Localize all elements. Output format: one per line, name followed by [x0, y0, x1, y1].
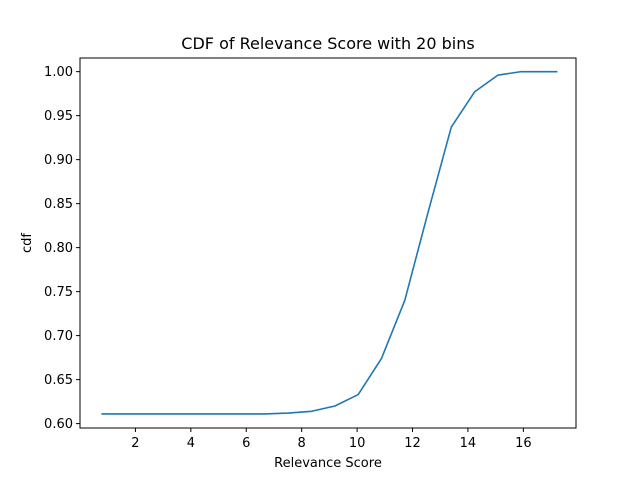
chart-title: CDF of Relevance Score with 20 bins — [181, 34, 474, 53]
y-tick-label: 0.70 — [44, 329, 73, 344]
x-tick-label: 4 — [187, 436, 195, 451]
x-axis-label: Relevance Score — [274, 456, 382, 471]
y-axis: 0.60 0.65 0.70 0.75 0.80 0.85 0.90 0.95 1.00 — [44, 65, 80, 432]
x-tick-label: 8 — [298, 436, 306, 451]
y-tick-label: 0.60 — [44, 417, 73, 432]
plot-area — [79, 57, 577, 429]
y-tick-label: 0.80 — [44, 241, 73, 256]
cdf-line — [101, 70, 558, 415]
y-tick-label: 0.85 — [44, 197, 73, 212]
y-tick-label: 1.00 — [44, 65, 73, 80]
series-layer — [101, 70, 558, 415]
y-tick-label: 0.90 — [44, 153, 73, 168]
y-axis-label: cdf — [20, 233, 35, 253]
y-tick-label: 0.65 — [44, 373, 73, 388]
plot-frame — [79, 57, 577, 429]
x-tick-label: 14 — [460, 436, 477, 451]
x-tick-label: 10 — [349, 436, 366, 451]
x-tick-label: 16 — [515, 436, 532, 451]
x-axis: 2 4 6 8 10 12 14 16 — [131, 428, 532, 451]
x-tick-label: 6 — [242, 436, 250, 451]
y-tick-label: 0.95 — [44, 109, 73, 124]
x-tick-label: 2 — [131, 436, 139, 451]
x-tick-label: 12 — [404, 436, 421, 451]
y-tick-label: 0.75 — [44, 285, 73, 300]
